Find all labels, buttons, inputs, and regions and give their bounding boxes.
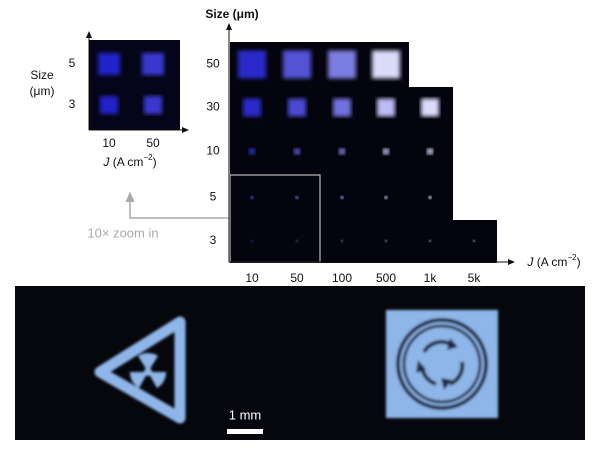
emitter <box>288 98 306 117</box>
emitter <box>473 240 475 242</box>
scale-bar <box>227 429 263 434</box>
emitter <box>251 240 253 242</box>
inset-emitter <box>100 96 118 114</box>
emitter <box>421 98 439 117</box>
label-part: ) <box>153 155 157 169</box>
label-part: ) <box>577 255 581 269</box>
emitter <box>294 148 300 155</box>
emitter <box>328 50 356 79</box>
column-label: 5k <box>468 271 482 285</box>
row-label: 50 <box>206 57 220 71</box>
label-part: (A cm <box>533 255 567 269</box>
photo-panel <box>15 286 585 440</box>
emitter <box>383 148 389 155</box>
label-part: J <box>102 155 110 169</box>
emitter <box>339 148 345 155</box>
label-part: (A cm <box>109 155 143 169</box>
row-label: 5 <box>210 190 217 204</box>
zoom-arrow <box>125 191 230 219</box>
emitter <box>238 50 266 79</box>
column-label: 50 <box>290 271 304 285</box>
emitter <box>372 50 400 79</box>
label-part: −2 <box>143 153 153 162</box>
emitter <box>340 196 344 199</box>
label-part: −2 <box>567 253 577 262</box>
emitter <box>250 196 254 199</box>
inset-y-label: Size <box>30 68 54 82</box>
main-y-label: Size (μm) <box>205 7 258 21</box>
column-label: 100 <box>332 271 352 285</box>
emitter <box>333 98 351 117</box>
main-x-label: J (A cm−2) <box>526 253 580 269</box>
label-part: J <box>526 255 534 269</box>
inset-row-label: 3 <box>69 97 76 111</box>
inset-emitter <box>144 96 162 114</box>
emitter <box>377 98 395 117</box>
row-label: 3 <box>210 233 217 247</box>
emitter <box>243 98 261 117</box>
inset-x-label: J (A cm−2) <box>102 153 156 169</box>
column-label: 10 <box>245 271 259 285</box>
inset-cells <box>98 53 164 114</box>
emitter <box>428 196 432 199</box>
column-label: 1k <box>424 271 438 285</box>
main-cells <box>230 42 497 263</box>
inset-emitter <box>98 53 120 75</box>
row-label: 10 <box>206 144 220 158</box>
main-labels: 50 30 10 5 3 10 50 100 500 1k 5k <box>206 57 481 286</box>
emitter <box>283 50 311 79</box>
column-label: 500 <box>376 271 396 285</box>
row-label: 30 <box>206 100 220 114</box>
zoom-annotation: 10× zoom in <box>87 225 158 240</box>
emitter <box>427 148 433 155</box>
scale-bar-label: 1 mm <box>229 407 262 422</box>
inset-column-label: 50 <box>146 136 160 150</box>
emitter <box>296 240 298 242</box>
emitter <box>295 196 299 199</box>
inset-column-label: 10 <box>102 136 116 150</box>
triangle-sign <box>94 316 186 424</box>
inset-emitter <box>142 53 164 75</box>
emitter <box>249 148 255 155</box>
roundabout-sign <box>386 310 498 418</box>
emitter <box>385 240 387 242</box>
emitter <box>384 196 388 199</box>
inset-row-label: 5 <box>69 56 76 70</box>
emitter <box>429 240 431 242</box>
emitter <box>341 240 343 242</box>
inset-y-label: (μm) <box>30 84 55 98</box>
